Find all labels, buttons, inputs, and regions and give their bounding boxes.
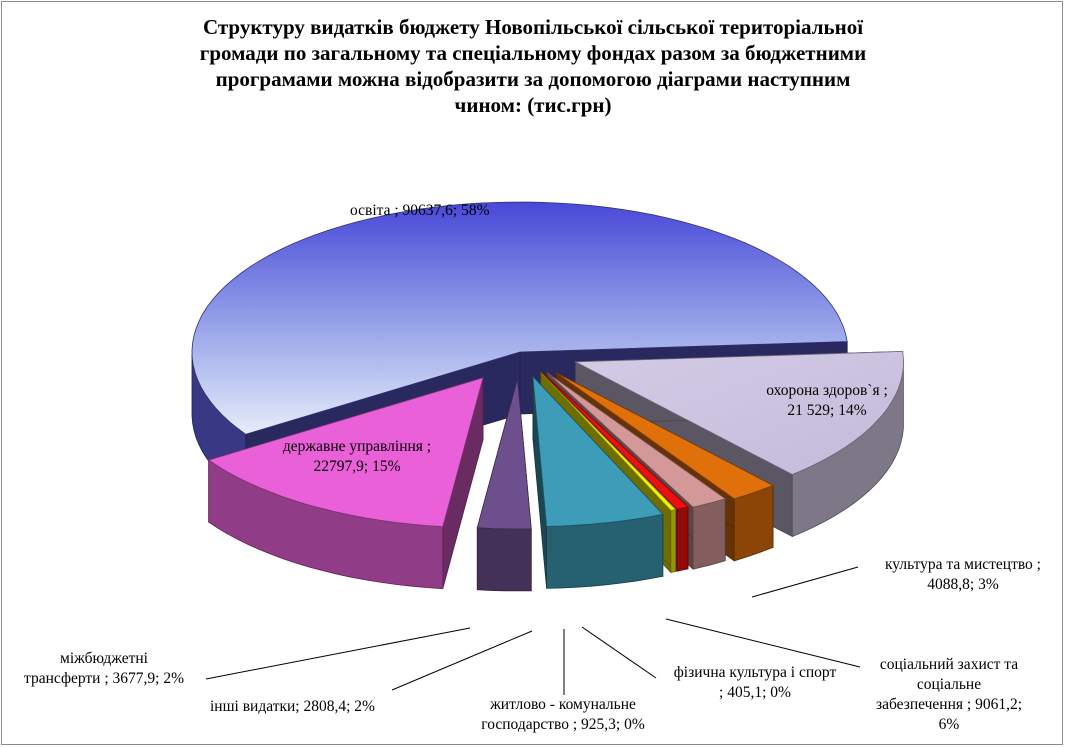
pie-slice [532,375,664,589]
slice-top-face [207,377,484,528]
leader-line [581,626,657,679]
data-label-sport: фізична культура і спорт ; 405,1; 0% [673,664,837,701]
data-label-admin: державне управління ; 22797,9; 15% [282,438,432,475]
title-line: програмами можна відобразити за допомого… [215,67,851,91]
leader-line [751,566,859,598]
slice-outer-wall [676,506,689,572]
data-label-housing: житлово - комунальне господарство ; 925,… [481,696,645,733]
data-label-health: охорона здоров`я ; 21 529; 14% [766,382,888,419]
slice-top-face [546,372,727,508]
data-label-culture: культура та мистецтво ; 4088,8; 3% [885,556,1041,593]
data-label-other: інші видатки; 2808,4; 2% [210,698,375,715]
data-label-osvita: освіта ; 90637,6; 58% [350,202,490,219]
leader-line [391,630,533,691]
slice-top-face [541,372,689,510]
slice-top-face [532,375,664,527]
slice-outer-wall [692,498,726,570]
leader-line [665,618,861,668]
chart-title: Структуру видатків бюджету Новопільської… [120,14,946,118]
leader-line [205,627,471,680]
title-line: Структуру видатків бюджету Новопільської… [202,15,864,39]
slice-top-face [191,201,848,435]
pie-slice [207,377,484,590]
slice-top-face [476,378,532,530]
slice-top-face [540,372,677,511]
slice-outer-wall [670,508,677,573]
data-label-transfers: міжбюджетні трансферти ; 3677,9; 2% [23,650,185,687]
slice-outer-wall [476,527,532,592]
data-label-social: соціальний захист та соціальне забезпече… [875,656,1023,733]
title-line: громади по загальному та спеціальному фо… [199,41,867,65]
slice-top-face [555,372,774,500]
title-line: чином: (тис.грн) [454,93,612,117]
slice-top-face [573,350,904,475]
pie-slice [476,378,532,592]
